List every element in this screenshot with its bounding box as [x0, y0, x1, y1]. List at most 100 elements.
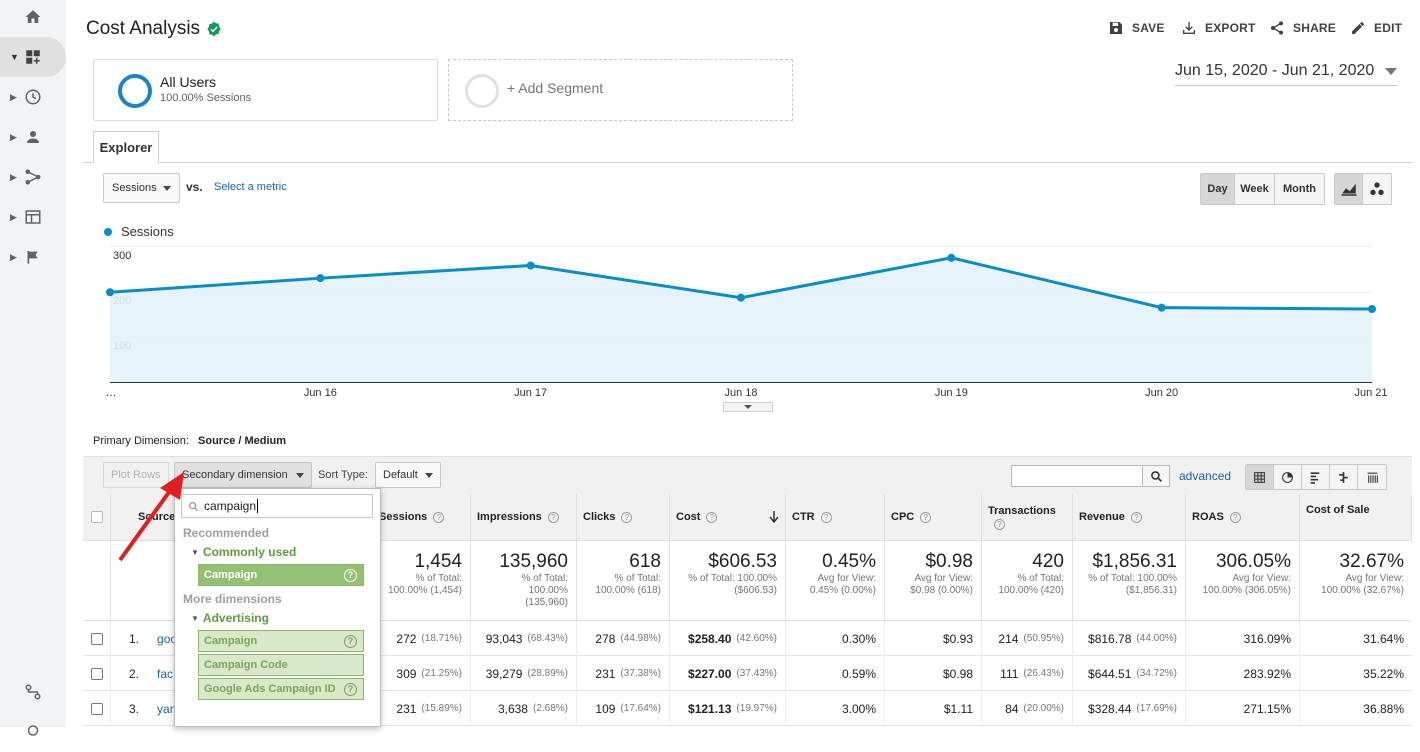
audience-nav[interactable]: ▶: [0, 117, 66, 157]
total-sub: $0.98 (0.00%): [910, 585, 973, 596]
help-icon[interactable]: ?: [344, 635, 357, 648]
plot-rows-button[interactable]: Plot Rows: [103, 462, 169, 488]
transactions-header[interactable]: Transactions?: [982, 494, 1073, 541]
behavior-nav[interactable]: ▶: [0, 197, 66, 237]
data-point[interactable]: [737, 293, 745, 302]
segment-all-users[interactable]: All Users 100.00% Sessions: [93, 59, 438, 121]
data-point[interactable]: [106, 288, 114, 297]
source-link[interactable]: yan: [157, 701, 177, 716]
data-point[interactable]: [526, 261, 535, 270]
secondary-dimension-select[interactable]: Secondary dimension: [174, 462, 312, 488]
help-icon[interactable]: ?: [344, 569, 357, 582]
metric-select-value: Sessions: [112, 182, 157, 194]
discover-nav[interactable]: [0, 712, 66, 752]
help-icon[interactable]: ?: [344, 683, 357, 696]
chart-resize-handle[interactable]: [723, 402, 773, 412]
realtime-nav[interactable]: ▶: [0, 77, 66, 117]
data-view-button[interactable]: [1246, 465, 1274, 489]
advertising-group[interactable]: ▼ Advertising: [191, 611, 269, 625]
share-button[interactable]: SHARE: [1269, 20, 1336, 36]
help-icon[interactable]: ?: [547, 511, 559, 523]
cpc-header[interactable]: CPC?: [885, 494, 982, 541]
help-icon[interactable]: ?: [920, 511, 932, 523]
cost-of-sale-header[interactable]: Cost of Sale: [1300, 494, 1412, 541]
cost-header[interactable]: Cost?: [670, 494, 786, 541]
data-point[interactable]: [947, 253, 956, 262]
tab-explorer[interactable]: Explorer: [93, 131, 159, 163]
help-icon[interactable]: ?: [820, 511, 832, 523]
row-number: 1.: [129, 631, 140, 646]
performance-view-button[interactable]: [1302, 465, 1330, 489]
acquisition-nav[interactable]: ▶: [0, 157, 66, 197]
x-tick-label: Jun 20: [1145, 387, 1179, 399]
sessions-header[interactable]: Sessions?: [373, 494, 471, 541]
dimension-option-campaign-common[interactable]: Campaign ?: [198, 564, 364, 586]
commonly-used-group[interactable]: ▼ Commonly used: [191, 545, 296, 559]
add-segment-button[interactable]: + Add Segment: [448, 59, 793, 121]
data-point[interactable]: [316, 274, 325, 283]
motion-chart-button[interactable]: [1363, 174, 1391, 204]
date-range-picker[interactable]: Jun 15, 2020 - Jun 21, 2020: [1175, 62, 1397, 86]
comparison-view-button[interactable]: [1330, 465, 1358, 489]
week-button[interactable]: Week: [1235, 174, 1275, 204]
help-icon[interactable]: ?: [706, 511, 718, 523]
table-search-input[interactable]: [1011, 465, 1143, 487]
sort-type-select[interactable]: Default: [375, 462, 441, 488]
sort-type-value: Default: [383, 469, 418, 481]
row-checkbox[interactable]: [90, 667, 103, 680]
caret-down-icon: [744, 405, 752, 409]
help-icon[interactable]: ?: [1130, 511, 1142, 523]
save-button[interactable]: SAVE: [1108, 20, 1165, 36]
month-button[interactable]: Month: [1275, 174, 1324, 204]
percentage-view-button[interactable]: [1274, 465, 1302, 489]
search-button[interactable]: [1142, 465, 1170, 487]
attribution-nav[interactable]: [0, 672, 66, 712]
row-checkbox[interactable]: [90, 702, 103, 715]
row-checkbox[interactable]: [90, 632, 103, 645]
total-sub: Avg for View:: [1232, 573, 1291, 584]
option-label: Google Ads Campaign ID: [204, 683, 336, 695]
impressions-header[interactable]: Impressions?: [471, 494, 577, 541]
dimension-option-campaign[interactable]: Campaign ?: [198, 630, 364, 652]
roas-header[interactable]: ROAS?: [1186, 494, 1300, 541]
ctr-header[interactable]: CTR?: [786, 494, 885, 541]
dimension-option-google-ads-campaign-id[interactable]: Google Ads Campaign ID ?: [198, 678, 364, 700]
conversions-nav[interactable]: ▶: [0, 237, 66, 277]
dimension-search-input[interactable]: campaign: [181, 494, 373, 518]
advanced-link[interactable]: advanced: [1179, 469, 1232, 483]
total-sub: % of Total: 100.00%: [1088, 573, 1177, 584]
help-icon[interactable]: ?: [621, 511, 633, 523]
select-metric-link[interactable]: Select a metric: [214, 181, 287, 193]
source-link[interactable]: goo: [157, 631, 178, 646]
source-link[interactable]: fac: [157, 666, 174, 681]
help-icon[interactable]: ?: [1229, 511, 1241, 523]
dimension-option-campaign-code[interactable]: Campaign Code: [198, 654, 364, 676]
add-segment-label: + Add Segment: [507, 80, 604, 96]
data-point[interactable]: [1157, 303, 1166, 312]
edit-button[interactable]: EDIT: [1350, 20, 1402, 36]
day-button[interactable]: Day: [1201, 174, 1235, 204]
roas-cell: 316.09%: [1186, 621, 1300, 656]
data-point[interactable]: [1368, 305, 1376, 314]
line-chart-button[interactable]: [1335, 174, 1363, 204]
recommended-heading: Recommended: [183, 526, 270, 540]
home-nav[interactable]: [0, 0, 66, 37]
revenue-header[interactable]: Revenue?: [1073, 494, 1186, 541]
roas-cell: 271.15%: [1186, 691, 1300, 726]
table-row: 1. goo 272 (18.71%) 93,043 (68.43%) 278 (44.98%…: [83, 621, 1412, 656]
customization-nav[interactable]: ▼: [0, 37, 66, 77]
help-icon[interactable]: ?: [433, 511, 445, 523]
dropdown-arrow-icon: [163, 185, 171, 191]
total-sub: Avg for View:: [1345, 573, 1404, 584]
help-icon[interactable]: ?: [994, 518, 1005, 530]
metric-select[interactable]: Sessions: [103, 173, 180, 203]
select-all-checkbox[interactable]: [90, 511, 103, 523]
clicks-header[interactable]: Clicks?: [577, 494, 670, 541]
total-sub: 100.00% (618): [595, 585, 661, 596]
pivot-view-button[interactable]: [1358, 465, 1386, 489]
tab-divider: [83, 162, 1412, 163]
totals-transactions: 420 % of Total: 100.00% (420): [982, 541, 1073, 621]
primary-dimension-value[interactable]: Source / Medium: [198, 435, 287, 449]
annotation-arrow: [118, 472, 184, 562]
export-button[interactable]: EXPORT: [1181, 20, 1256, 36]
